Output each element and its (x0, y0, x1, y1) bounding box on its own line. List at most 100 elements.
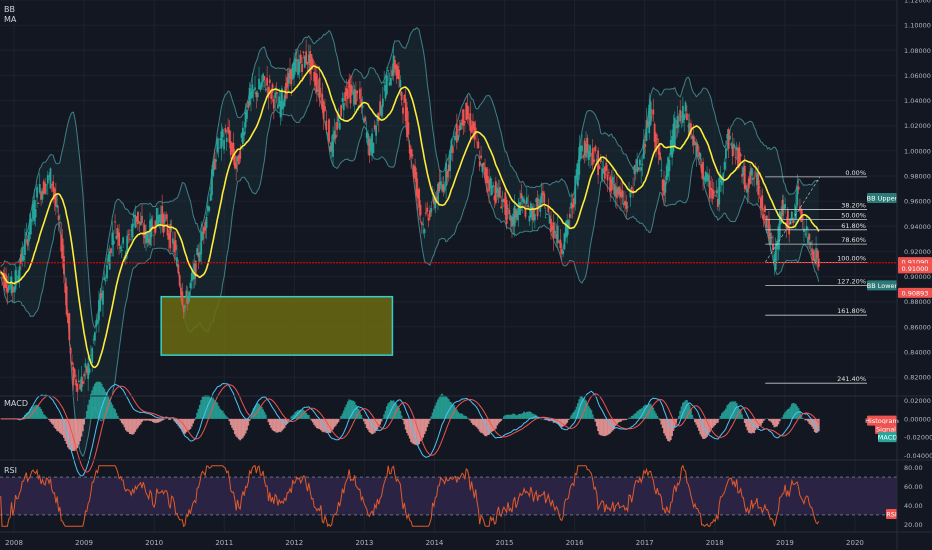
candle[interactable] (805, 214, 808, 238)
candle[interactable] (617, 186, 620, 197)
candle[interactable] (228, 119, 231, 149)
candle[interactable] (509, 213, 512, 232)
candle[interactable] (694, 137, 696, 146)
candle[interactable] (804, 230, 807, 238)
candle[interactable] (803, 220, 805, 243)
candle[interactable] (250, 88, 252, 112)
candle[interactable] (760, 189, 762, 218)
candle[interactable] (637, 166, 640, 172)
candle[interactable] (686, 105, 688, 121)
candle[interactable] (56, 193, 59, 213)
candle[interactable] (462, 109, 465, 135)
candle[interactable] (178, 271, 181, 288)
candle[interactable] (517, 197, 520, 227)
candle[interactable] (423, 227, 426, 239)
candle[interactable] (500, 195, 503, 209)
candle[interactable] (176, 244, 178, 268)
candle[interactable] (478, 150, 481, 172)
candle[interactable] (44, 178, 47, 195)
candle[interactable] (59, 214, 61, 234)
candle[interactable] (494, 176, 497, 206)
candle[interactable] (516, 207, 519, 221)
candle[interactable] (106, 257, 108, 282)
candle[interactable] (302, 50, 305, 59)
candle[interactable] (493, 185, 496, 209)
candle[interactable] (138, 221, 141, 232)
candle[interactable] (373, 120, 376, 133)
candle[interactable] (437, 182, 439, 211)
candle[interactable] (470, 120, 473, 134)
candle[interactable] (511, 215, 513, 238)
candle[interactable] (307, 44, 310, 71)
candle[interactable] (32, 196, 34, 225)
candle[interactable] (702, 157, 704, 191)
candle[interactable] (332, 126, 334, 167)
candle[interactable] (496, 183, 499, 201)
candle[interactable] (127, 229, 130, 244)
candle[interactable] (76, 383, 79, 402)
candle[interactable] (387, 70, 390, 82)
candle[interactable] (484, 158, 486, 184)
candle[interactable] (283, 86, 286, 107)
candle[interactable] (476, 133, 478, 149)
candle[interactable] (546, 212, 548, 216)
candle[interactable] (427, 213, 430, 228)
time-axis[interactable]: 2008 2009 2010 2011 2012 2013 2014 2015 2016 2017… (5, 539, 864, 547)
candle[interactable] (703, 175, 706, 189)
candle[interactable] (598, 163, 601, 170)
candle[interactable] (271, 82, 274, 103)
candle[interactable] (605, 154, 608, 176)
candle[interactable] (782, 194, 785, 220)
candle[interactable] (646, 116, 649, 129)
candle[interactable] (816, 248, 819, 270)
candle[interactable] (107, 248, 110, 265)
candle[interactable] (112, 229, 115, 257)
candle[interactable] (566, 213, 569, 244)
candle[interactable] (447, 158, 450, 182)
candle[interactable] (317, 79, 320, 95)
candle[interactable] (197, 244, 200, 270)
candle[interactable] (486, 166, 489, 196)
candle[interactable] (369, 136, 372, 156)
candle[interactable] (614, 182, 617, 208)
candle[interactable] (758, 180, 761, 200)
candle[interactable] (36, 184, 38, 209)
candle[interactable] (188, 290, 190, 304)
candle[interactable] (61, 229, 64, 269)
candle[interactable] (80, 365, 83, 392)
candle[interactable] (699, 152, 702, 164)
candle[interactable] (180, 284, 182, 302)
candle[interactable] (102, 286, 104, 317)
candle[interactable] (788, 218, 791, 243)
candle[interactable] (773, 252, 776, 276)
candle[interactable] (394, 55, 396, 73)
macd-value-tag[interactable]: MACD (878, 432, 897, 443)
candle[interactable] (13, 286, 16, 304)
candle[interactable] (687, 113, 690, 138)
candle[interactable] (420, 220, 423, 234)
candle[interactable] (648, 93, 651, 140)
candle[interactable] (293, 52, 295, 87)
candle[interactable] (533, 204, 536, 229)
candle[interactable] (418, 187, 421, 220)
candle[interactable] (638, 157, 641, 173)
candle[interactable] (305, 39, 308, 66)
candle[interactable] (329, 141, 332, 153)
candle[interactable] (695, 139, 698, 167)
candle[interactable] (303, 55, 306, 69)
candle[interactable] (735, 142, 738, 161)
candle[interactable] (680, 111, 683, 129)
candle[interactable] (263, 75, 266, 88)
candle[interactable] (365, 121, 368, 144)
candle[interactable] (489, 175, 492, 196)
candle[interactable] (815, 236, 817, 268)
candle[interactable] (291, 62, 294, 80)
candle[interactable] (350, 74, 353, 96)
candle[interactable] (556, 214, 559, 251)
candle[interactable] (663, 170, 665, 207)
candle[interactable] (706, 166, 708, 187)
candle[interactable] (692, 124, 695, 154)
candle[interactable] (262, 72, 264, 90)
candle[interactable] (676, 105, 679, 137)
candle[interactable] (660, 157, 663, 178)
